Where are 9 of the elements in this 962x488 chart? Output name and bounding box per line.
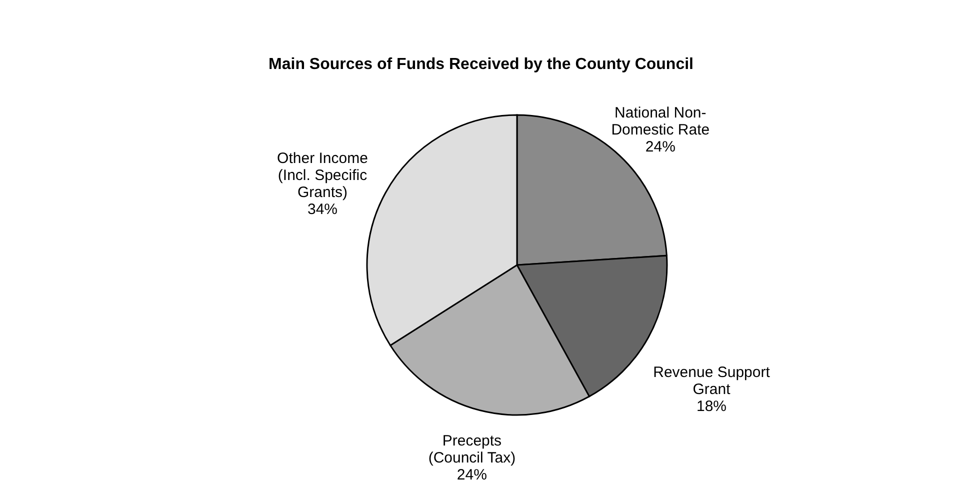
data-label: 34% xyxy=(307,201,338,218)
data-label: 24% xyxy=(645,138,676,156)
data-label: 24% xyxy=(456,466,487,484)
slice-label: National Non- Domestic Rate xyxy=(611,104,710,138)
slice-label: Other Income (Incl. Specific Grants) xyxy=(277,150,368,202)
slice-label: Revenue Support Grant xyxy=(653,364,771,398)
slice-label: Precepts (Council Tax) xyxy=(428,432,516,466)
chart-title: Main Sources of Funds Received by the County Council xyxy=(268,56,694,73)
data-label: 18% xyxy=(696,398,727,415)
